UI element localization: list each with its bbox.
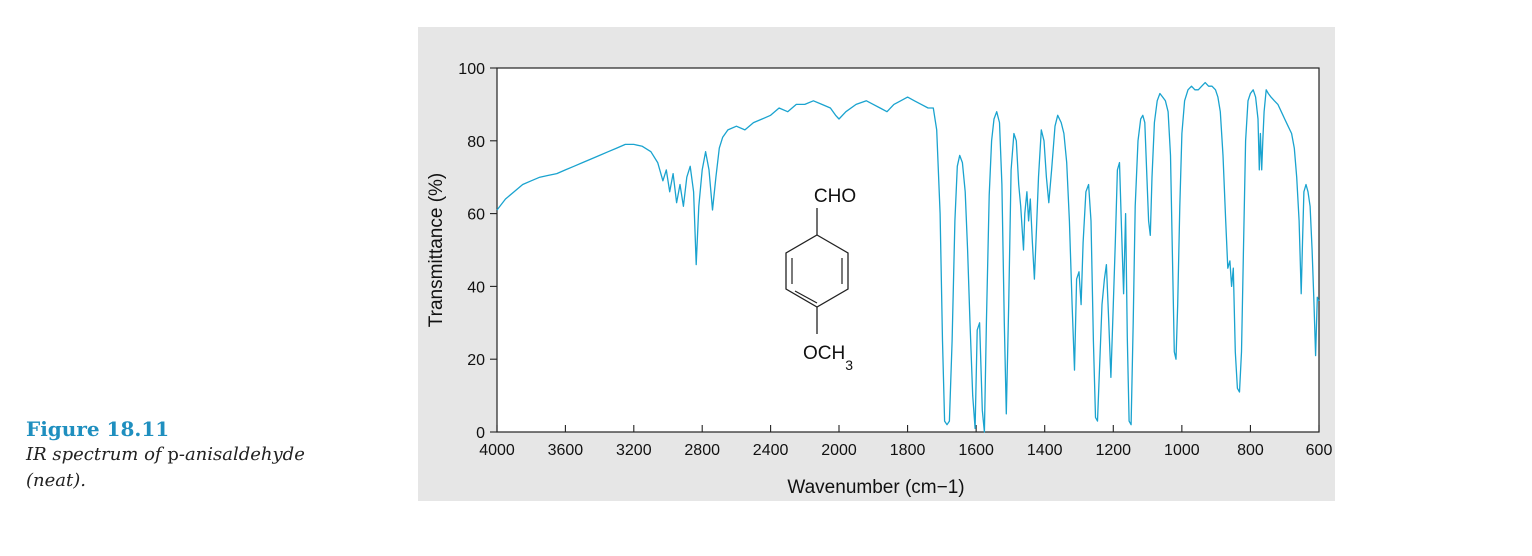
- plot-area: [496, 67, 1320, 433]
- x-tick-label: 4000: [479, 442, 515, 459]
- x-tick-label: 3200: [616, 442, 652, 459]
- molecule-bottom-subscript: 3: [845, 357, 853, 373]
- x-tick-label: 1400: [1027, 442, 1063, 459]
- y-tick-label: 100: [458, 61, 485, 78]
- caption-text-prefix: IR spectrum of: [26, 444, 168, 465]
- molecule-structure: CHO OCH3: [785, 186, 856, 373]
- molecule-bottom-group-main: OCH: [803, 343, 845, 364]
- ir-spectrum-chart: 4000 3600 3200 2800 2400 2000 1800 1600 1400 1200…: [426, 61, 1332, 498]
- x-tick-label: 3600: [548, 442, 584, 459]
- y-tick-label: 0: [476, 425, 485, 442]
- x-tick-label: 600: [1306, 442, 1333, 459]
- y-axis-label: Transmittance (%): [426, 173, 447, 328]
- x-tick-label: 2800: [684, 442, 720, 459]
- x-tick-label: 2400: [753, 442, 789, 459]
- y-tick-label: 40: [467, 279, 485, 296]
- y-tick-label: 20: [467, 352, 485, 369]
- figure-label: Figure 18.11: [26, 417, 170, 441]
- caption-compound-prefix: p: [167, 444, 179, 465]
- y-axis-ticks: 0 20 40 60 80 100: [458, 61, 497, 442]
- spectrum-line: [496, 81, 1320, 433]
- x-tick-label: 1600: [958, 442, 994, 459]
- caption-text-suffix: -anisaldehyde: [178, 444, 305, 465]
- x-tick-label: 1200: [1095, 442, 1131, 459]
- figure-description: IR spectrum of p-anisaldehyde (neat).: [26, 442, 386, 494]
- x-tick-label: 2000: [821, 442, 857, 459]
- chart-panel: 4000 3600 3200 2800 2400 2000 1800 1600 1400 1200…: [418, 27, 1335, 501]
- x-axis-ticks: 4000 3600 3200 2800 2400 2000 1800 1600 1400 1200…: [479, 425, 1332, 459]
- x-tick-label: 1800: [890, 442, 926, 459]
- caption-text-line2: (neat).: [26, 470, 86, 491]
- x-tick-label: 800: [1237, 442, 1264, 459]
- y-tick-label: 60: [467, 207, 485, 224]
- x-axis-label: Wavenumber (cm−1): [787, 477, 964, 498]
- ring-double-bond-3: [794, 290, 818, 304]
- y-tick-label: 80: [467, 134, 485, 151]
- molecule-bottom-group: OCH3: [803, 343, 853, 373]
- figure-caption: Figure 18.11 IR spectrum of p-anisaldehy…: [26, 416, 386, 494]
- x-tick-label: 1000: [1164, 442, 1200, 459]
- molecule-top-group: CHO: [814, 186, 856, 207]
